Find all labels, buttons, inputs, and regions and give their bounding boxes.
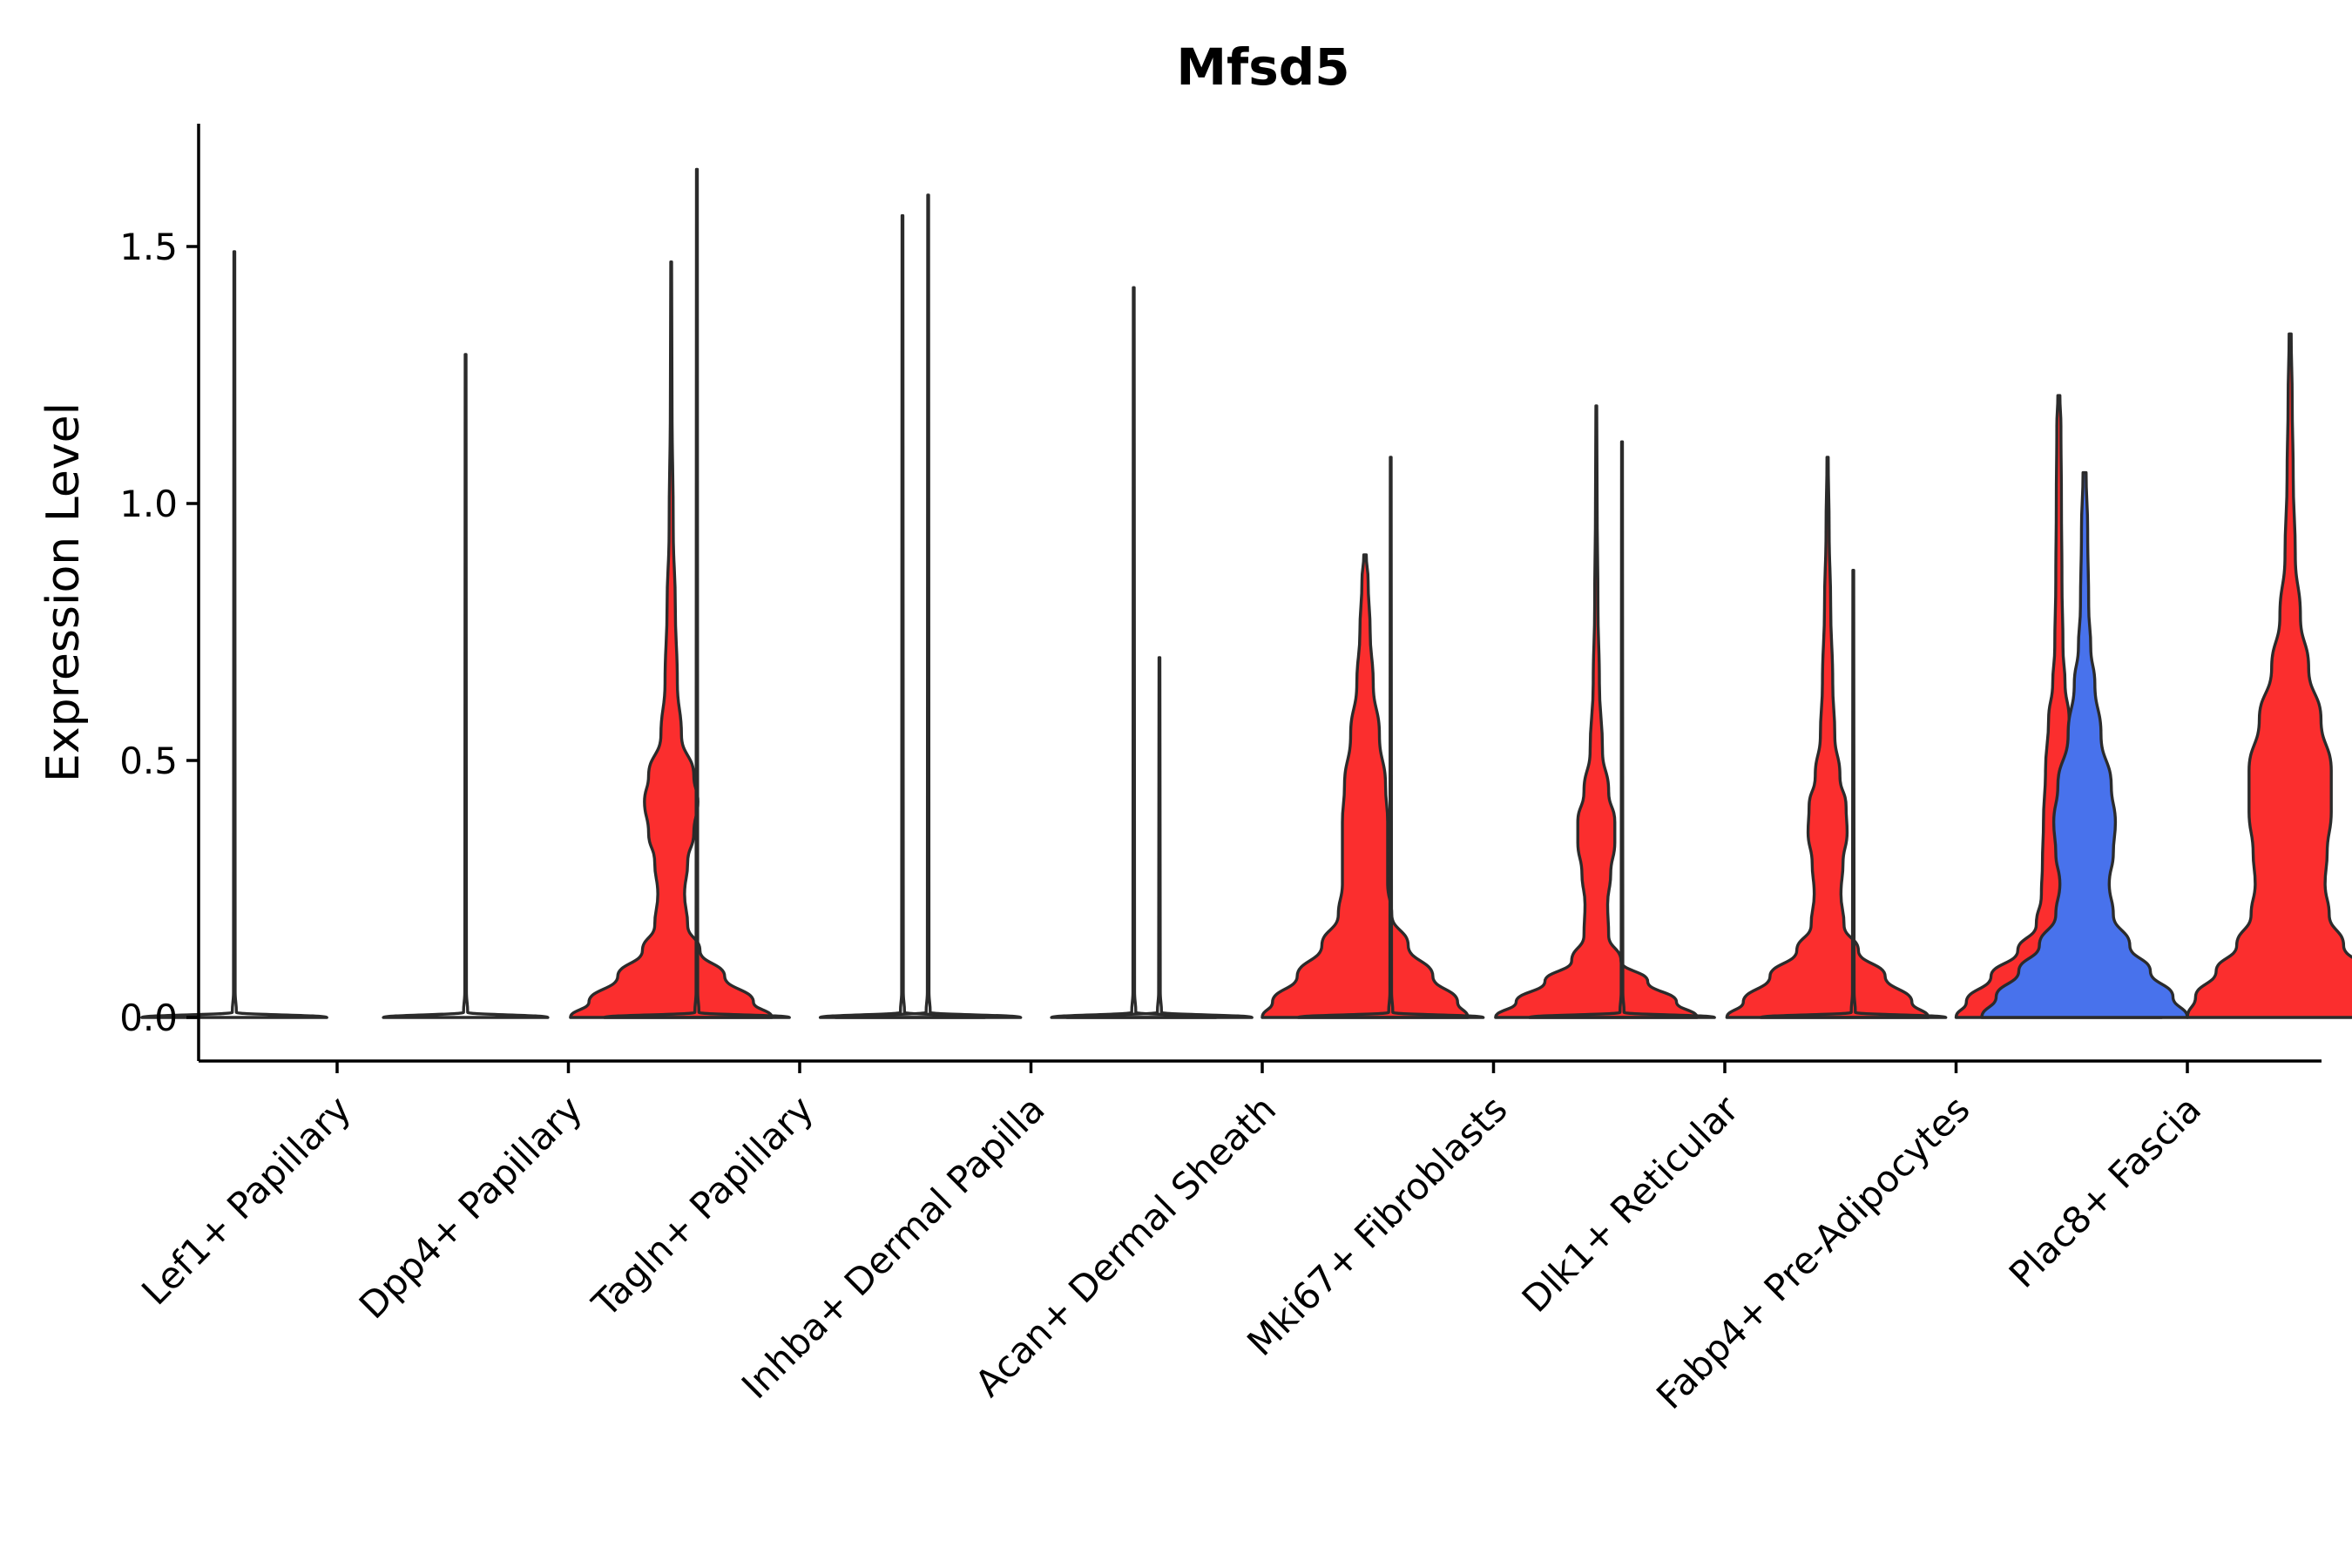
y-tick-label: 1.5 xyxy=(119,226,178,268)
violins-layer xyxy=(140,167,2352,1019)
violin-left-8 xyxy=(1980,470,2189,1019)
violin-right-6 xyxy=(1725,456,1930,1019)
y-tick-label: 1.0 xyxy=(119,483,178,525)
x-tick-label: Dlk1+ Reticular xyxy=(1514,1087,1747,1321)
y-tick-label: 0.5 xyxy=(119,740,178,782)
x-tick-label: Dpp4+ Papillary xyxy=(351,1087,591,1327)
violin-right-1 xyxy=(569,260,774,1019)
violin-right-2 xyxy=(818,213,987,1019)
violin-left-6 xyxy=(1528,440,1716,1019)
x-tick-label: Plac8+ Fascia xyxy=(2001,1087,2209,1295)
violin-left-3 xyxy=(834,193,1023,1019)
x-tick-label: Mki67+ Fibroblasts xyxy=(1239,1087,1515,1363)
violin-left-1 xyxy=(382,353,550,1019)
violin-left-5 xyxy=(1296,456,1485,1019)
chart-title: Mfsd5 xyxy=(1176,37,1349,97)
axes-layer xyxy=(197,124,2322,1063)
violin-left-7 xyxy=(1759,569,1948,1019)
y-tick-label: 0.0 xyxy=(119,997,178,1039)
x-tick-label: Lef1+ Papillary xyxy=(133,1087,359,1313)
violin-right-8 xyxy=(2186,332,2352,1019)
y-axis-label: Expression Level xyxy=(37,402,90,782)
violin-left-2 xyxy=(603,167,791,1019)
violin-left-0 xyxy=(140,250,328,1019)
x-tick-label: Tagln+ Papillary xyxy=(584,1087,821,1325)
violin-right-3 xyxy=(1050,286,1218,1019)
violin-right-5 xyxy=(1494,404,1699,1019)
violin-left-4 xyxy=(1065,656,1254,1019)
violin-right-4 xyxy=(1260,553,1470,1019)
